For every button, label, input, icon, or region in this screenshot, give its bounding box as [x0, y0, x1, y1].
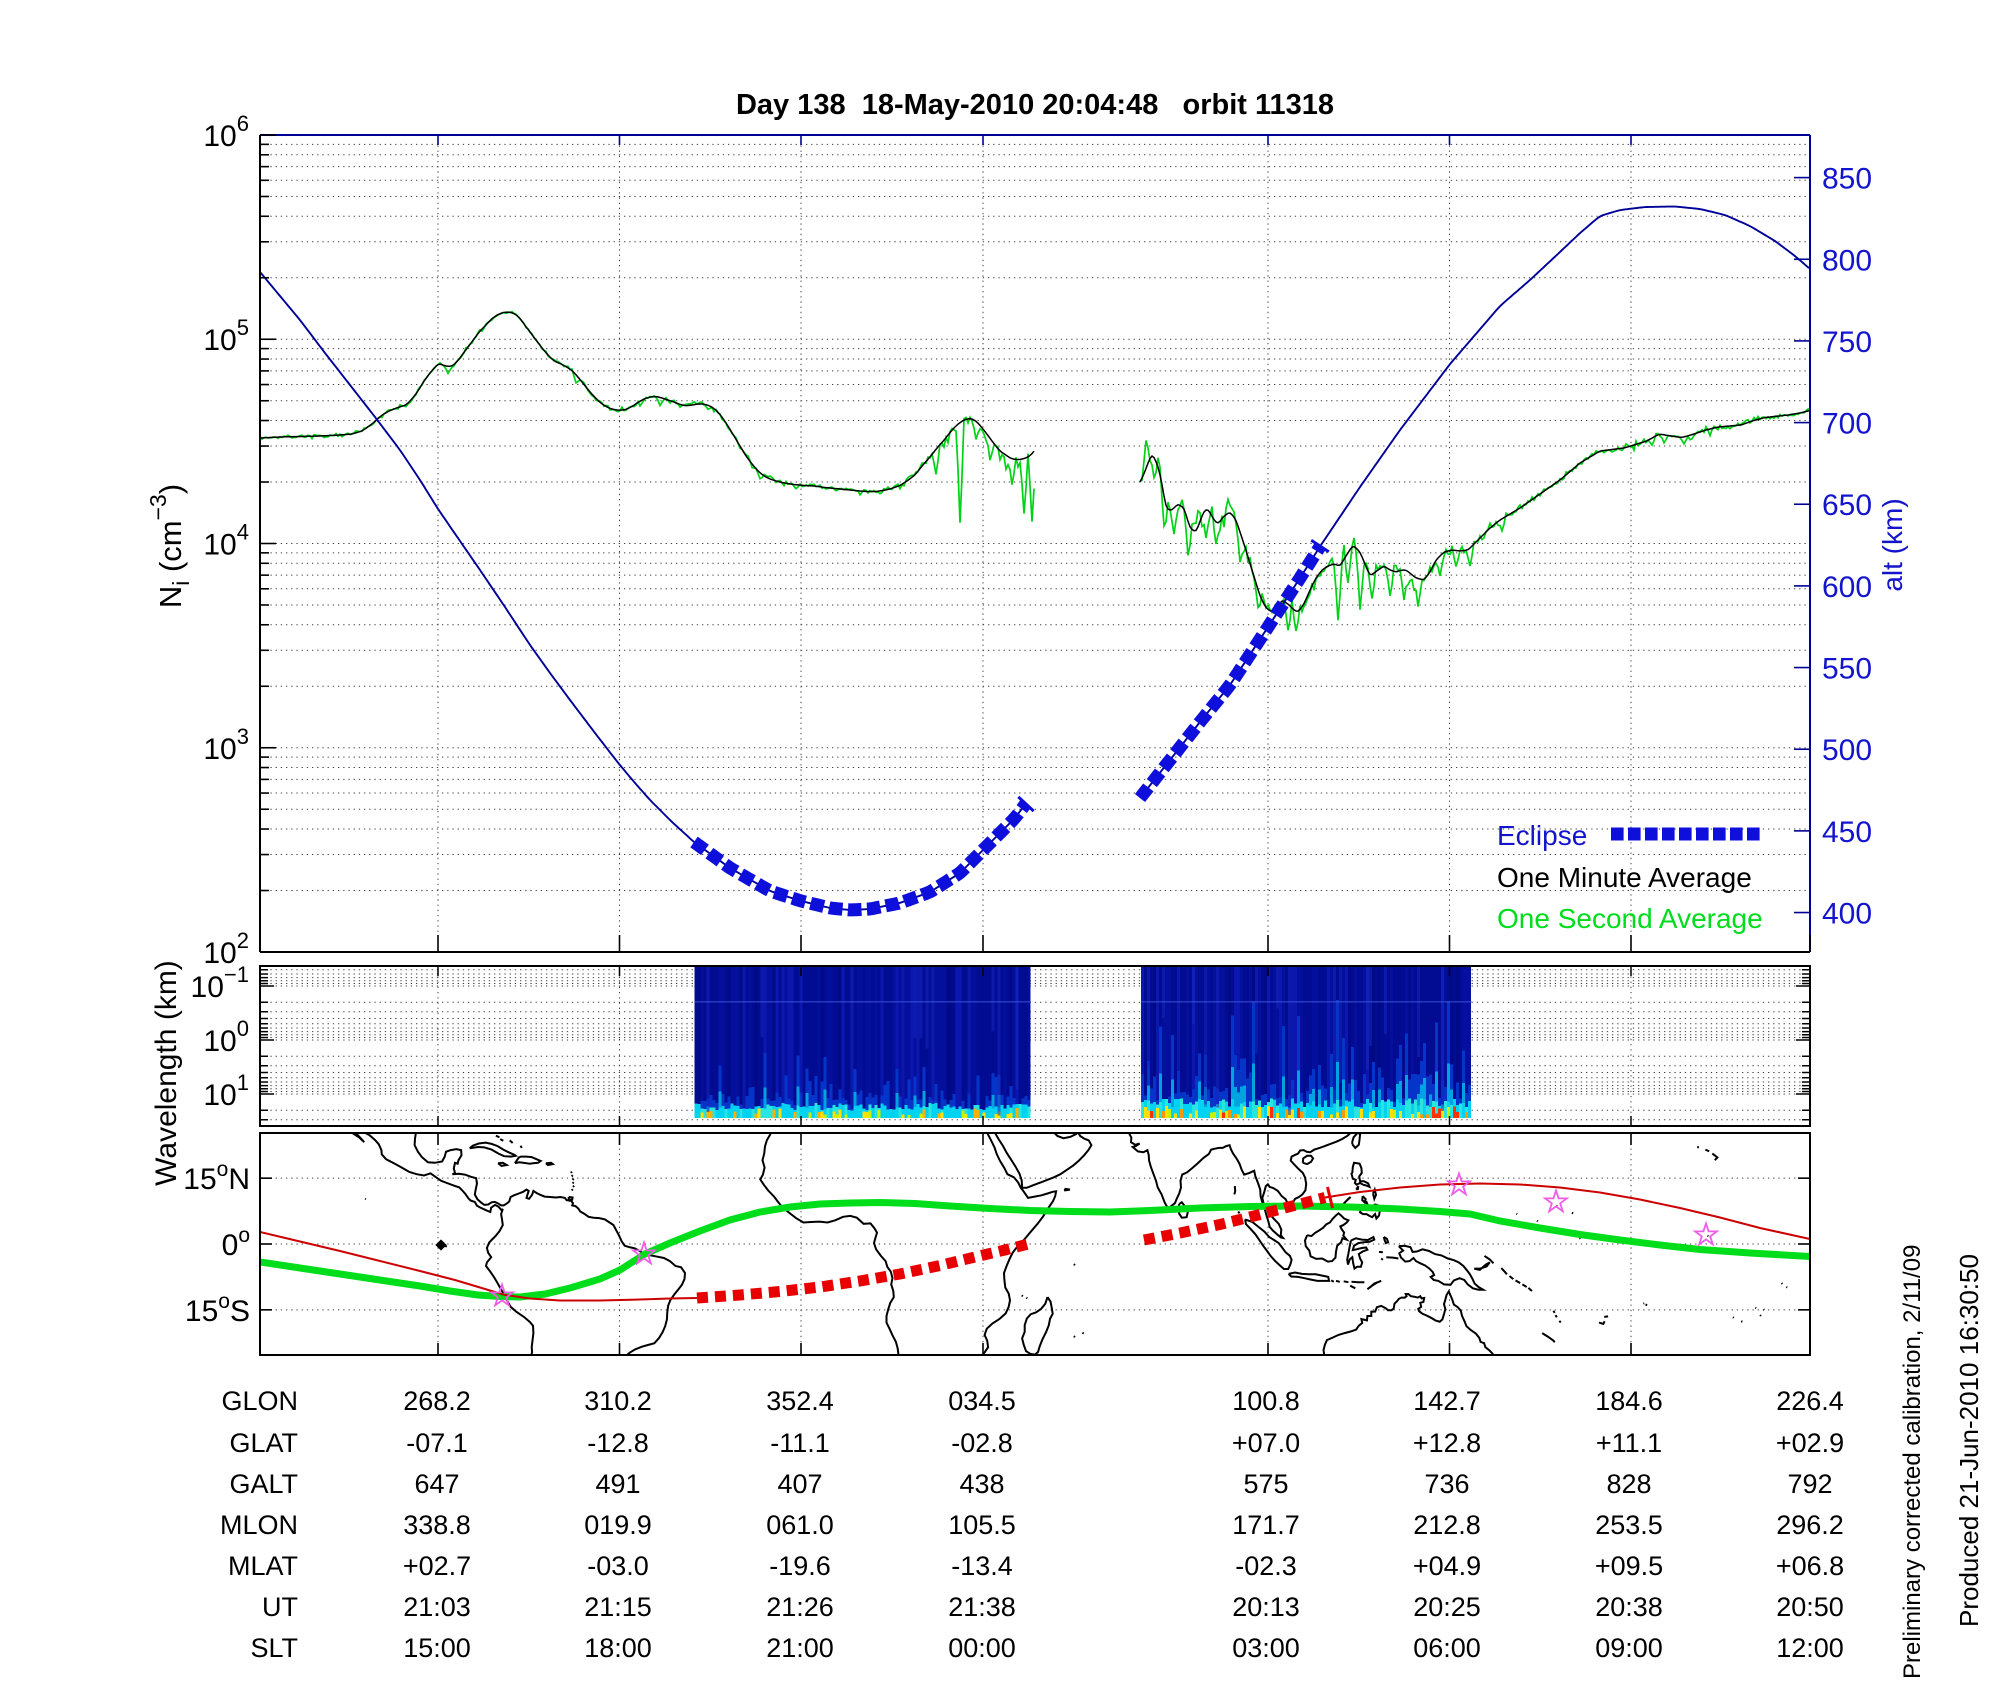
svg-text:-12.8: -12.8 [587, 1428, 649, 1458]
svg-text:21:26: 21:26 [766, 1592, 834, 1622]
svg-text:310.2: 310.2 [584, 1386, 652, 1416]
svg-text:Produced 21-Jun-2010 16:30:50: Produced 21-Jun-2010 16:30:50 [1954, 1254, 1984, 1627]
svg-text:18:00: 18:00 [584, 1633, 652, 1663]
svg-text:06:00: 06:00 [1413, 1633, 1481, 1663]
svg-text:+11.1: +11.1 [1596, 1428, 1662, 1458]
svg-text:UT: UT [262, 1592, 298, 1622]
svg-text:-03.0: -03.0 [587, 1551, 649, 1581]
svg-text:03:00: 03:00 [1232, 1633, 1300, 1663]
svg-text:+02.7: +02.7 [403, 1551, 471, 1581]
svg-text:171.7: 171.7 [1232, 1510, 1300, 1540]
svg-text:-02.3: -02.3 [1235, 1551, 1297, 1581]
svg-text:105.5: 105.5 [948, 1510, 1016, 1540]
svg-text:-02.8: -02.8 [951, 1428, 1013, 1458]
svg-text:00:00: 00:00 [948, 1633, 1016, 1663]
svg-text:407: 407 [777, 1469, 822, 1499]
svg-text:+07.0: +07.0 [1232, 1428, 1300, 1458]
svg-text:034.5: 034.5 [948, 1386, 1016, 1416]
svg-text:Preliminary corrected calibrat: Preliminary corrected calibration, 2/11/… [1899, 1245, 1926, 1679]
svg-text:061.0: 061.0 [766, 1510, 834, 1540]
svg-text:828: 828 [1606, 1469, 1651, 1499]
svg-text:21:15: 21:15 [584, 1592, 652, 1622]
svg-text:20:38: 20:38 [1595, 1592, 1663, 1622]
svg-text:Day 138 18-May-2010 20:04:48: Day 138 18-May-2010 20:04:48 orbit 11318 [736, 89, 1334, 121]
svg-text:575: 575 [1243, 1469, 1288, 1499]
svg-text:15oN: 15oN [183, 1158, 250, 1196]
svg-text:226.4: 226.4 [1776, 1386, 1844, 1416]
svg-text:alt (km): alt (km) [1877, 498, 1908, 591]
svg-text:12:00: 12:00 [1776, 1633, 1844, 1663]
svg-text:-13.4: -13.4 [951, 1551, 1013, 1581]
svg-text:400: 400 [1822, 898, 1872, 931]
svg-text:15:00: 15:00 [403, 1633, 471, 1663]
svg-text:+12.8: +12.8 [1413, 1428, 1481, 1458]
svg-text:-07.1: -07.1 [406, 1428, 468, 1458]
svg-text:Eclipse: Eclipse [1497, 820, 1587, 851]
svg-text:-19.6: -19.6 [769, 1551, 831, 1581]
svg-text:One Minute Average: One Minute Average [1497, 862, 1752, 893]
svg-text:736: 736 [1424, 1469, 1469, 1499]
svg-text:+04.9: +04.9 [1413, 1551, 1481, 1581]
svg-text:+02.9: +02.9 [1776, 1428, 1844, 1458]
svg-text:019.9: 019.9 [584, 1510, 652, 1540]
svg-text:20:25: 20:25 [1413, 1592, 1481, 1622]
svg-text:491: 491 [595, 1469, 640, 1499]
svg-text:647: 647 [414, 1469, 459, 1499]
svg-text:One Second Average: One Second Average [1497, 903, 1763, 934]
svg-text:212.8: 212.8 [1413, 1510, 1481, 1540]
svg-text:20:50: 20:50 [1776, 1592, 1844, 1622]
svg-text:550: 550 [1822, 653, 1872, 686]
svg-text:21:03: 21:03 [403, 1592, 471, 1622]
svg-text:600: 600 [1822, 571, 1872, 604]
svg-text:SLT: SLT [250, 1633, 298, 1663]
svg-text:20:13: 20:13 [1232, 1592, 1300, 1622]
svg-text:+06.8: +06.8 [1776, 1551, 1844, 1581]
svg-text:GLAT: GLAT [229, 1428, 298, 1458]
svg-text:184.6: 184.6 [1595, 1386, 1663, 1416]
svg-text:21:00: 21:00 [766, 1633, 834, 1663]
svg-text:500: 500 [1822, 734, 1872, 767]
svg-text:650: 650 [1822, 489, 1872, 522]
svg-text:450: 450 [1822, 816, 1872, 849]
svg-text:750: 750 [1822, 326, 1872, 359]
svg-text:MLON: MLON [220, 1510, 298, 1540]
svg-text:142.7: 142.7 [1413, 1386, 1481, 1416]
svg-text:700: 700 [1822, 408, 1872, 441]
svg-text:850: 850 [1822, 163, 1872, 196]
svg-text:-11.1: -11.1 [770, 1428, 830, 1458]
svg-text:100.8: 100.8 [1232, 1386, 1300, 1416]
svg-text:253.5: 253.5 [1595, 1510, 1663, 1540]
svg-text:792: 792 [1787, 1469, 1832, 1499]
svg-text:21:38: 21:38 [948, 1592, 1016, 1622]
svg-text:15oS: 15oS [185, 1290, 250, 1328]
svg-text:338.8: 338.8 [403, 1510, 471, 1540]
svg-text:GLON: GLON [221, 1386, 298, 1416]
svg-text:800: 800 [1822, 244, 1872, 277]
svg-text:+09.5: +09.5 [1595, 1551, 1663, 1581]
svg-text:352.4: 352.4 [766, 1386, 834, 1416]
svg-text:268.2: 268.2 [403, 1386, 471, 1416]
svg-text:GALT: GALT [229, 1469, 298, 1499]
svg-text:MLAT: MLAT [228, 1551, 298, 1581]
svg-text:09:00: 09:00 [1595, 1633, 1663, 1663]
svg-text:Wavelength (km): Wavelength (km) [150, 960, 183, 1186]
svg-text:438: 438 [959, 1469, 1004, 1499]
svg-text:296.2: 296.2 [1776, 1510, 1844, 1540]
